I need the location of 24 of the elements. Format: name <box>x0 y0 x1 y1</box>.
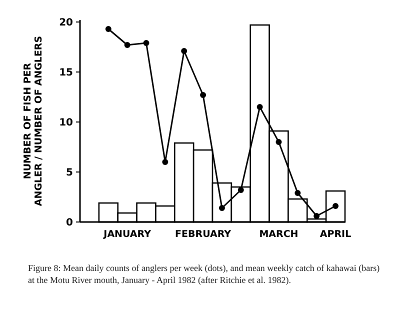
y-axis-title: NUMBER OF FISH PER ANGLER / NUMBER OF ANGLERS <box>22 36 45 206</box>
y-tick-label: 5 <box>66 168 74 178</box>
point <box>105 26 112 32</box>
point <box>124 42 130 48</box>
point <box>162 159 168 165</box>
caption: Figure 8: Mean daily counts of anglers per week (dots), and mean weekly catch of kahawai (bars) at the Motu River mouth, January - April 1982 (after Ritchie et al. 1982). <box>28 262 381 286</box>
point <box>256 104 263 110</box>
point <box>332 203 339 209</box>
y-tick-label: 10 <box>59 118 74 128</box>
y-tick-label: 0 <box>66 218 74 228</box>
point <box>276 139 282 145</box>
point <box>200 92 206 98</box>
x-tick-label: APRIL <box>320 229 352 240</box>
point <box>218 205 225 211</box>
point <box>181 48 188 54</box>
x-tick-label: JANUARY <box>102 229 152 240</box>
point <box>314 213 320 219</box>
y-tick-label: 15 <box>59 68 74 78</box>
point <box>238 187 244 193</box>
x-tick-label: MARCH <box>259 229 298 240</box>
point <box>143 40 150 46</box>
x-tick-label: FEBRUARY <box>175 229 232 240</box>
y-tick-label: 20 <box>59 18 74 28</box>
point <box>294 190 301 196</box>
